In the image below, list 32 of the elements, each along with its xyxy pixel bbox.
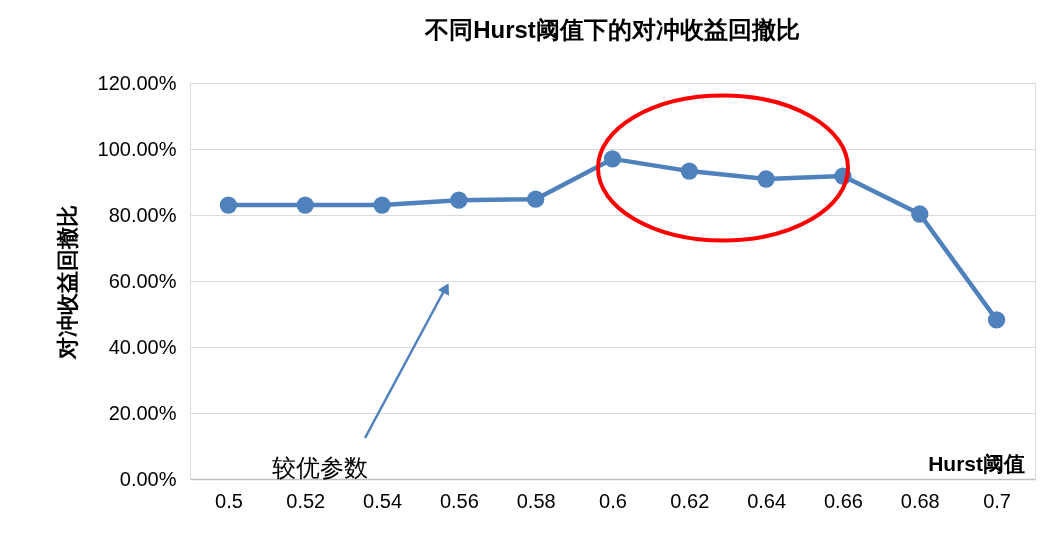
x-axis-title: Hurst阈值 [928,452,1025,475]
y-tick-label: 120.00% [97,71,177,94]
x-tick-label: 0.66 [823,489,863,512]
point [987,311,1006,329]
point [373,196,391,214]
x-tick-label: 0.62 [670,489,710,512]
x-tick-label: 0.7 [983,489,1011,512]
x-tick-label: 0.64 [747,489,787,512]
x-tick-label: 0.5 [215,489,243,512]
y-tick-label: 100.00% [97,137,177,160]
x-tick-label: 0.6 [599,489,627,512]
x-tick-label: 0.54 [363,489,403,512]
point [296,196,314,214]
y-tick-label: 20.00% [108,401,177,424]
point [603,150,622,168]
chart-title: 不同Hurst阈值下的对冲收益回撤比 [424,16,800,43]
y-axis-title: 对冲收益回撤比 [54,204,80,360]
point [450,191,468,209]
point [219,196,238,214]
point [911,205,929,223]
x-tick-label: 0.58 [516,489,556,512]
x-tick-label: 0.56 [439,489,479,512]
point [680,162,698,180]
x-tick-label: 0.68 [900,489,940,512]
y-tick-label: 60.00% [108,269,177,292]
annotation: 较优参数 [272,454,368,482]
y-tick-label: 80.00% [108,203,177,226]
y-tick-label: 40.00% [108,335,177,358]
point [757,170,775,188]
x-tick-label: 0.52 [286,489,326,512]
y-tick-label: 0.00% [119,467,177,490]
point [527,190,545,208]
